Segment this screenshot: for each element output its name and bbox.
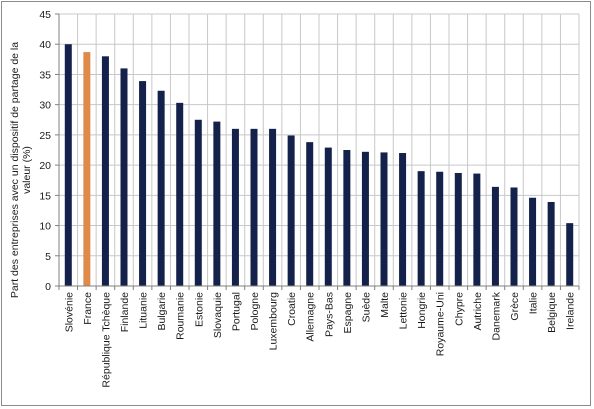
x-tick-label: Danemark — [490, 291, 502, 340]
bar — [417, 171, 425, 286]
bar — [361, 151, 369, 286]
bar — [454, 172, 462, 286]
bar — [491, 186, 499, 286]
bar — [83, 52, 91, 286]
x-tick-label: Belgique — [546, 292, 558, 333]
x-tick-label: France — [82, 292, 94, 325]
y-tick-label: 15 — [39, 190, 51, 202]
bar — [250, 128, 258, 286]
y-axis-label: Part des entreprises avec un dispositif … — [9, 42, 33, 298]
x-tick-label: Hongrie — [416, 292, 428, 329]
bar — [101, 56, 109, 286]
bar — [306, 142, 314, 286]
bar — [287, 135, 295, 286]
x-tick-label: Roumanie — [175, 292, 187, 340]
x-tick-label: Slovénie — [63, 292, 75, 332]
x-tick-label: Irelande — [565, 292, 577, 330]
x-tick-labels: Slovénie France République Tchèque Finlande… — [58, 286, 580, 388]
y-tick-label: 20 — [39, 160, 51, 172]
bar — [139, 81, 147, 287]
bar — [64, 44, 72, 286]
bar — [324, 147, 332, 286]
bar — [269, 128, 277, 286]
y-tick-label: 0 — [45, 281, 51, 293]
x-tick-label: Estonie — [193, 292, 205, 327]
y-tick-label: 30 — [39, 100, 51, 112]
bar — [176, 102, 184, 286]
grid-lines — [55, 13, 580, 287]
bar — [473, 173, 481, 286]
y-tick-label: 25 — [39, 130, 51, 142]
x-tick-label: Pays-Bas — [323, 292, 335, 337]
x-tick-label: Lettonie — [398, 292, 410, 330]
x-tick-label: Espagne — [342, 292, 354, 334]
bar — [213, 121, 221, 286]
x-tick-label: République Tchèque — [100, 292, 112, 388]
x-tick-label: Grèce — [509, 292, 521, 321]
x-tick-label: Slovaquie — [212, 292, 224, 338]
bar — [529, 197, 537, 286]
y-tick-label: 5 — [45, 251, 51, 263]
x-tick-label: Allemagne — [305, 292, 317, 342]
y-tick-label: 45 — [39, 9, 51, 21]
x-tick-label: Chypre — [453, 292, 465, 326]
x-tick-label: Luxembourg — [268, 292, 280, 351]
x-tick-label: Malte — [379, 292, 391, 318]
bar — [120, 68, 128, 287]
y-tick-label: 35 — [39, 69, 51, 81]
bar — [157, 90, 165, 287]
x-tick-label: Portugal — [230, 292, 242, 331]
bar — [343, 150, 351, 286]
y-tick-label: 10 — [39, 221, 51, 233]
bar — [566, 223, 574, 286]
bar — [510, 187, 518, 286]
x-tick-label: Autriche — [472, 292, 484, 331]
y-tick-label: 40 — [39, 39, 51, 51]
bar — [399, 153, 407, 286]
x-tick-label: Pologne — [249, 292, 261, 331]
x-tick-label: Italie — [528, 292, 540, 314]
x-tick-label: Bulgarie — [156, 292, 168, 331]
bar — [380, 152, 388, 286]
bar — [436, 171, 444, 286]
x-tick-label: Suède — [360, 292, 372, 323]
bars — [64, 44, 574, 287]
y-tick-labels: 0 5 10 15 20 25 30 35 40 45 — [39, 9, 51, 293]
bar — [231, 128, 239, 286]
x-tick-label: Finlande — [119, 292, 131, 332]
bar — [547, 201, 555, 286]
x-tick-label: Royaume-Uni — [435, 292, 447, 356]
x-tick-label: Lituanie — [138, 292, 150, 329]
x-tick-label: Croatie — [286, 292, 298, 326]
bar — [194, 119, 202, 287]
